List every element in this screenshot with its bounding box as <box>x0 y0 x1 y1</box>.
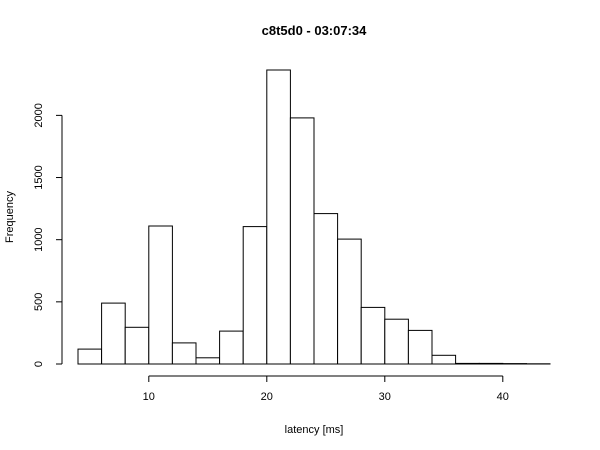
y-tick-label: 1500 <box>33 165 45 189</box>
histogram-bar <box>242 226 268 365</box>
histogram-bar <box>124 326 150 365</box>
histogram-bar <box>431 354 457 365</box>
x-tick-label: 20 <box>261 391 273 403</box>
chart-title: c8t5d0 - 03:07:34 <box>262 23 368 38</box>
x-axis: 10 20 30 40 <box>143 375 509 403</box>
histogram-bar <box>313 213 339 365</box>
histogram-bar <box>455 362 480 365</box>
histogram-bar <box>337 238 362 365</box>
histogram-bar <box>407 329 433 365</box>
y-tick-label: 1000 <box>33 227 45 251</box>
histogram-bar <box>148 225 173 365</box>
x-axis-label: latency [ms] <box>285 424 344 436</box>
histogram-bar <box>171 342 197 365</box>
y-axis: 0 500 1000 1500 2000 <box>33 103 63 367</box>
histogram-bar <box>360 306 386 365</box>
histogram-bar <box>266 69 291 365</box>
histogram-bar <box>384 318 409 365</box>
histogram-bar <box>195 357 221 365</box>
y-axis-label: Frequency <box>4 191 16 243</box>
x-tick-label: 40 <box>497 391 509 403</box>
x-tick-label: 30 <box>379 391 391 403</box>
histogram-bar <box>219 330 244 365</box>
histogram-bar <box>478 362 504 365</box>
y-tick-label: 500 <box>33 293 45 311</box>
histogram-bar <box>101 302 126 365</box>
x-tick-label: 10 <box>143 391 155 403</box>
histogram-bars <box>77 69 551 365</box>
y-tick-label: 2000 <box>33 103 45 127</box>
histogram-bar <box>77 348 103 365</box>
histogram-bar <box>289 117 315 365</box>
y-tick-label: 0 <box>33 361 45 367</box>
